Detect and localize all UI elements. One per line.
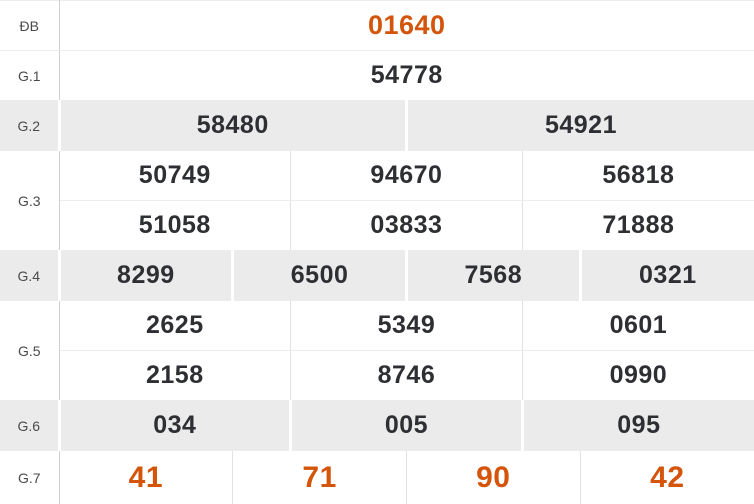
prize-number: 51058 xyxy=(59,200,291,251)
prize-number: 54778 xyxy=(59,50,754,101)
prize-label-g1: G.1 xyxy=(0,50,60,101)
prize-number-db: 01640 xyxy=(59,0,754,51)
prize-number: 41 xyxy=(59,450,233,504)
prize-label-g2: G.2 xyxy=(0,100,60,151)
prize-label-g3: G.3 xyxy=(0,150,60,251)
prize-number: 56818 xyxy=(521,150,754,201)
prize-label-g4: G.4 xyxy=(0,250,60,301)
prize-number: 0601 xyxy=(521,300,754,351)
prize-row-g5-2: 2158 8746 0990 xyxy=(0,350,754,401)
prize-number: 095 xyxy=(520,400,754,451)
prize-label-g6: G.6 xyxy=(0,400,60,451)
prize-number: 50749 xyxy=(59,150,291,201)
prize-number: 94670 xyxy=(290,150,523,201)
prize-label-g5: G.5 xyxy=(0,300,60,401)
prize-row-g3-2: 51058 03833 71888 xyxy=(0,200,754,251)
prize-label-g7: G.7 xyxy=(0,450,60,504)
prize-number: 71888 xyxy=(521,200,754,251)
prize-number: 42 xyxy=(579,450,754,504)
prize-number: 54921 xyxy=(404,100,754,151)
prize-number: 58480 xyxy=(57,100,407,151)
prize-number: 6500 xyxy=(231,250,407,301)
prize-row-g3-1: G.3 50749 94670 56818 xyxy=(0,150,754,251)
prize-row-g2: G.2 58480 54921 xyxy=(0,100,754,151)
prize-row-g4: G.4 8299 6500 7568 0321 xyxy=(0,250,754,301)
prize-number: 2625 xyxy=(59,300,291,351)
prize-number: 2158 xyxy=(59,350,291,401)
prize-number: 8746 xyxy=(290,350,523,401)
prize-label-db: ĐB xyxy=(0,0,60,51)
prize-number: 7568 xyxy=(404,250,581,301)
prize-row-g5-1: G.5 2625 5349 0601 xyxy=(0,300,754,401)
prize-number: 5349 xyxy=(290,300,523,351)
prize-number: 0990 xyxy=(521,350,754,401)
prize-row-db: ĐB 01640 xyxy=(0,0,754,51)
prize-number: 034 xyxy=(57,400,291,451)
prize-row-g7: G.7 41 71 90 42 xyxy=(0,450,754,504)
prize-number: 8299 xyxy=(57,250,233,301)
prize-number: 90 xyxy=(405,450,581,504)
prize-number: 71 xyxy=(232,450,407,504)
prize-row-g6: G.6 034 005 095 xyxy=(0,400,754,451)
prize-number: 005 xyxy=(289,400,523,451)
prize-number: 0321 xyxy=(578,250,754,301)
prize-number: 03833 xyxy=(290,200,523,251)
prize-row-g1: G.1 54778 xyxy=(0,50,754,101)
